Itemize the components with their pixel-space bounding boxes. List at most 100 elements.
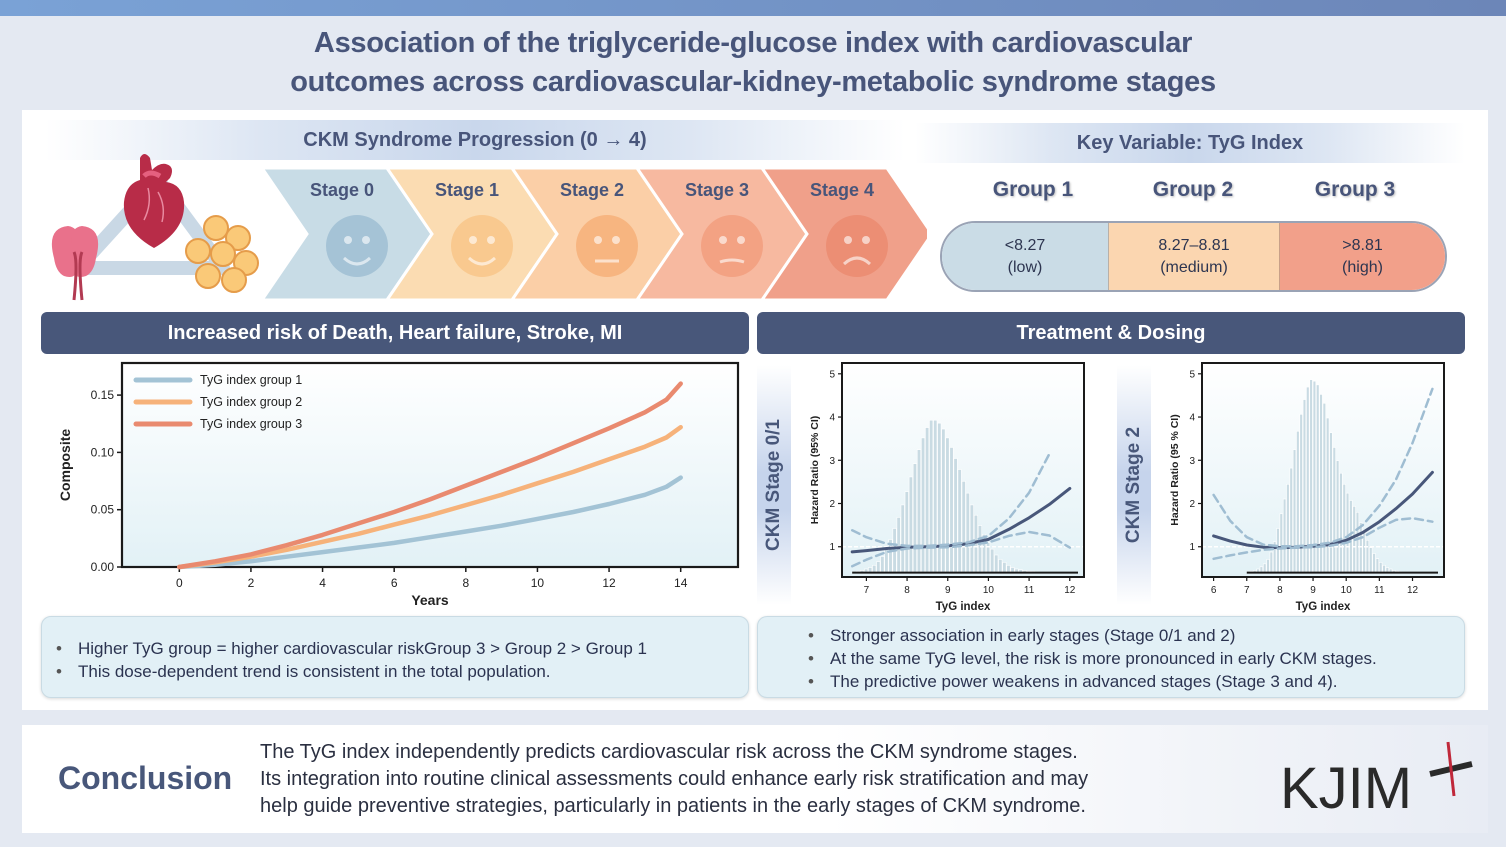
histogram-bar — [977, 525, 983, 573]
y-tick-label: 2 — [829, 499, 835, 510]
histogram-bar — [1365, 539, 1370, 573]
histogram-bar — [1379, 562, 1383, 573]
tyg-group-ranges: <8.27 (low) 8.27–8.81 (medium) >8.81 (hi… — [940, 221, 1447, 292]
heart-icon — [123, 154, 185, 248]
conclusion-band: Conclusion The TyG index independently p… — [22, 725, 1488, 833]
x-tick-label: 11 — [1024, 585, 1035, 596]
histogram-bar — [998, 559, 1003, 573]
adipose-cells-icon — [185, 215, 259, 293]
histogram-bar — [925, 427, 930, 573]
histogram-bar — [1339, 472, 1343, 573]
ci-curve — [1212, 516, 1434, 561]
conclusion-title: Conclusion — [58, 760, 233, 796]
histogram-bar — [933, 419, 938, 573]
y-tick-label: 3 — [1189, 456, 1195, 467]
stage-1-label: Stage 1 — [434, 180, 500, 200]
histogram-bar — [1332, 447, 1336, 573]
y-tick-label: 0.05 — [91, 503, 115, 517]
ci-curve — [850, 452, 1051, 548]
histogram-bar — [1296, 430, 1300, 573]
ckm-stage-chevrons — [262, 168, 927, 300]
plot-area — [120, 361, 740, 569]
histogram-bar — [1382, 565, 1386, 573]
treatment-bullet: At the same TyG level, the risk is more … — [808, 647, 1464, 670]
histogram-bar — [1329, 432, 1333, 573]
y-tick-label: 2 — [1189, 499, 1195, 510]
hr-stage01-side-label: CKM Stage 0/1 — [757, 365, 791, 605]
histogram-bar — [1286, 483, 1290, 573]
histogram-bar — [957, 469, 962, 573]
histogram-bar — [880, 556, 885, 573]
treatment-bullet: Stronger association in early stages (St… — [808, 624, 1464, 647]
plot-frame — [1201, 362, 1445, 578]
triangle-connector — [71, 173, 230, 275]
histogram-bar — [876, 561, 881, 573]
face-smile-icon — [451, 215, 513, 277]
histogram-bar — [929, 419, 934, 573]
x-axis-label: TyG index — [936, 601, 991, 613]
x-tick-label: 12 — [1407, 585, 1419, 596]
x-tick-label: 4 — [319, 576, 326, 590]
kjim-logo-text: KJIM — [1280, 756, 1412, 821]
y-tick-label: 3 — [829, 456, 835, 467]
x-tick-label: 6 — [1211, 585, 1217, 596]
histogram-bar — [1269, 551, 1273, 573]
y-tick-label: 0.10 — [91, 445, 115, 459]
organ-illustration — [51, 154, 259, 301]
x-tick-label: 10 — [1341, 585, 1353, 596]
histogram-bar — [900, 504, 905, 573]
plot-frame — [841, 362, 1085, 578]
histogram-bar — [1345, 492, 1350, 573]
histogram-bar — [1263, 563, 1267, 573]
x-tick-label: 7 — [1244, 585, 1250, 596]
cumulative-incidence-chart: 0 2 4 6 8 10 12 14 0.00 0.05 0.10 0.15 Years Composit… — [57, 361, 740, 608]
y-axis-label: Hazard Ratio (95% CI) — [809, 416, 821, 525]
histogram-bar — [1292, 449, 1297, 573]
histogram-bar — [937, 422, 942, 573]
tyg-band-title: Key Variable: TyG Index — [915, 123, 1465, 163]
histogram-bar — [1309, 379, 1313, 573]
page-title: Association of the triglyceride-glucose … — [0, 24, 1506, 102]
tyg-group-3-range: >8.81 (high) — [1280, 223, 1445, 290]
histogram-bar — [1335, 460, 1340, 573]
series-line-group-1 — [177, 475, 683, 570]
legend-label: TyG index group 3 — [200, 417, 302, 431]
histogram-bar — [904, 491, 909, 573]
x-tick-label: 2 — [248, 576, 255, 590]
x-tick-label: 0 — [176, 576, 183, 590]
y-axis-label: Hazard Ratio (95 % CI) — [1169, 414, 1181, 525]
stage-2-label: Stage 2 — [559, 180, 625, 200]
face-frown-icon — [826, 215, 888, 277]
y-tick-label: 1 — [1189, 542, 1195, 553]
stage-3-label: Stage 3 — [684, 180, 750, 200]
y-tick-label: 1 — [829, 542, 835, 553]
x-tick-label: 10 — [983, 585, 995, 596]
logo-cross-mark-icon — [1429, 741, 1473, 797]
top-accent-bar — [0, 0, 1506, 16]
risk-summary-box: Higher TyG group = higher cardiovascular… — [41, 616, 749, 698]
x-tick-label: 6 — [391, 576, 398, 590]
x-tick-label: 8 — [462, 576, 469, 590]
x-axis-label: TyG index — [1296, 601, 1351, 613]
x-tick-label: 8 — [1277, 585, 1283, 596]
stage-4-label: Stage 4 — [809, 180, 875, 200]
histogram-bar — [1359, 522, 1363, 573]
histogram-bar — [990, 548, 995, 573]
legend-label: TyG index group 2 — [200, 395, 302, 409]
hr-stage2-side-label: CKM Stage 2 — [1117, 365, 1151, 605]
histogram-bar — [1342, 483, 1346, 573]
histogram-bar — [921, 437, 926, 573]
title-line-2: outcomes across cardiovascular-kidney-me… — [290, 66, 1216, 98]
histogram-bar — [1326, 417, 1330, 573]
y-tick-label: 0.15 — [91, 388, 115, 402]
tyg-group-1-label: Group 1 — [992, 178, 1074, 201]
hr-curve — [850, 486, 1072, 554]
stage-0-label: Stage 0 — [309, 180, 375, 200]
histogram-bar — [1375, 558, 1380, 573]
kidneys-icon — [51, 226, 99, 301]
y-tick-label: 4 — [829, 413, 835, 424]
histogram-bar — [1369, 547, 1373, 573]
histogram-bar — [1006, 565, 1011, 573]
risk-section-header: Increased risk of Death, Heart failure, … — [41, 312, 749, 354]
